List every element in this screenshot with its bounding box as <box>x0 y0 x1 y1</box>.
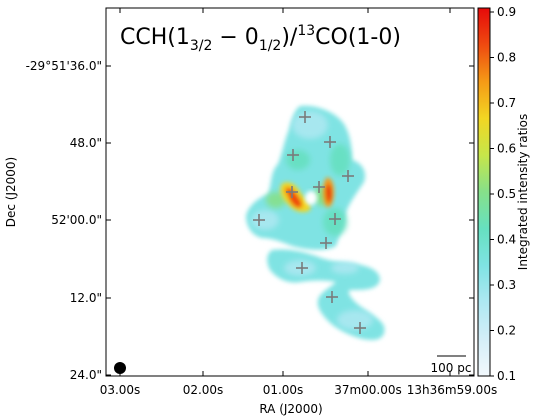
colorbar-tick-label: 0.9 <box>497 5 516 19</box>
marker-cross <box>313 181 325 193</box>
colorbar-tick-label: 0.1 <box>497 369 516 383</box>
y-tick-label: 48.0" <box>70 136 102 150</box>
scale-bar-label: 100 pc <box>431 361 472 375</box>
beam-ellipse <box>114 362 126 374</box>
x-tick-label: 37m00.00s <box>334 383 402 397</box>
marker-cross <box>253 214 265 226</box>
marker-layer <box>253 111 366 334</box>
colorbar-tick-label: 0.3 <box>497 278 516 292</box>
marker-cross <box>287 149 299 161</box>
colorbar-tick-label: 0.4 <box>497 233 516 247</box>
y-tick-label: -29°51'36.0" <box>26 59 102 73</box>
x-tick-label: 02.00s <box>183 383 224 397</box>
x-tick-label: 03.00s <box>100 383 141 397</box>
x-tick-label: 01.00s <box>263 383 304 397</box>
y-tick-label: 12.0" <box>70 291 102 305</box>
marker-cross <box>299 111 311 123</box>
colorbar-label: Integrated intensity ratios <box>516 114 530 270</box>
marker-cross <box>320 237 332 249</box>
colorbar-tick-label: 0.2 <box>497 324 516 338</box>
marker-cross <box>324 136 336 148</box>
colorbar-tick-label: 0.6 <box>497 142 516 156</box>
marker-cross <box>342 170 354 182</box>
y-axis: -29°51'36.0" 48.0" 52'00.0" 12.0" 24.0" <box>26 59 474 382</box>
x-axis: 03.00s 02.00s 01.00s 37m00.00s 13h36m59.00s <box>100 8 497 397</box>
marker-cross <box>329 213 341 225</box>
y-tick-label: 24.0" <box>70 368 102 382</box>
chart-title: CCH(13/2 − 01/2)/13CO(1-0) <box>120 23 401 54</box>
colorbar <box>477 7 491 377</box>
x-axis-label: RA (J2000) <box>259 402 322 416</box>
colorbar-tick-label: 0.7 <box>497 96 516 110</box>
colorbar-tick-label: 0.8 <box>497 51 516 65</box>
y-axis-label: Dec (J2000) <box>4 157 18 227</box>
x-tick-label: 13h36m59.00s <box>407 383 497 397</box>
y-tick-label: 52'00.0" <box>51 213 102 227</box>
marker-cross <box>286 186 298 198</box>
marker-cross <box>326 291 338 303</box>
colorbar-ticks: 0.1 0.2 0.3 0.4 0.5 0.6 0.7 0.8 0.9 <box>490 5 516 383</box>
colorbar-tick-label: 0.5 <box>497 187 516 201</box>
marker-cross <box>354 322 366 334</box>
marker-cross <box>296 262 308 274</box>
